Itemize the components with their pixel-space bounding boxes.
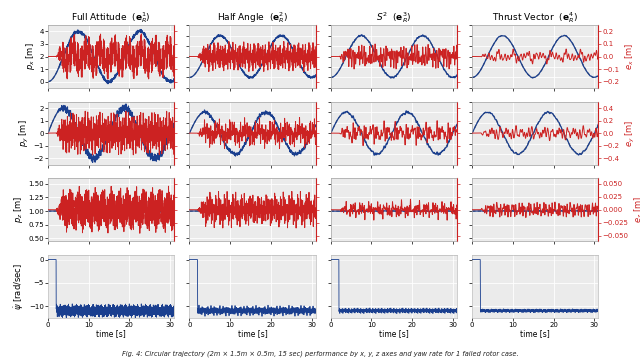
Text: Fig. 4: Circular trajectory (2m × 1.5m × 0.5m, 15 sec) performance by x, y, z ax: Fig. 4: Circular trajectory (2m × 1.5m ×… xyxy=(122,350,518,357)
Y-axis label: $e_x$ [m]: $e_x$ [m] xyxy=(624,43,636,70)
X-axis label: time [s]: time [s] xyxy=(237,329,268,338)
Title: $S^2$  ($\mathbf{e}_R^3$): $S^2$ ($\mathbf{e}_R^3$) xyxy=(376,10,412,25)
Y-axis label: $e_y$ [m]: $e_y$ [m] xyxy=(624,120,637,147)
X-axis label: time [s]: time [s] xyxy=(520,329,550,338)
X-axis label: time [s]: time [s] xyxy=(96,329,126,338)
Y-axis label: $p_z$ [m]: $p_z$ [m] xyxy=(12,196,26,223)
Y-axis label: $p_y$ [m]: $p_y$ [m] xyxy=(17,119,31,147)
Y-axis label: $\dot{\psi}$ [rad/sec]: $\dot{\psi}$ [rad/sec] xyxy=(12,263,26,310)
Title: Full Attitude  ($\mathbf{e}_R^1$): Full Attitude ($\mathbf{e}_R^1$) xyxy=(71,10,151,25)
Title: Half Angle  ($\mathbf{e}_R^2$): Half Angle ($\mathbf{e}_R^2$) xyxy=(217,10,288,25)
X-axis label: time [s]: time [s] xyxy=(379,329,409,338)
Title: Thrust Vector  ($\mathbf{e}_R^4$): Thrust Vector ($\mathbf{e}_R^4$) xyxy=(492,10,579,25)
Y-axis label: $e_z$ [m]: $e_z$ [m] xyxy=(633,196,640,223)
Y-axis label: $p_x$ [m]: $p_x$ [m] xyxy=(24,43,36,70)
